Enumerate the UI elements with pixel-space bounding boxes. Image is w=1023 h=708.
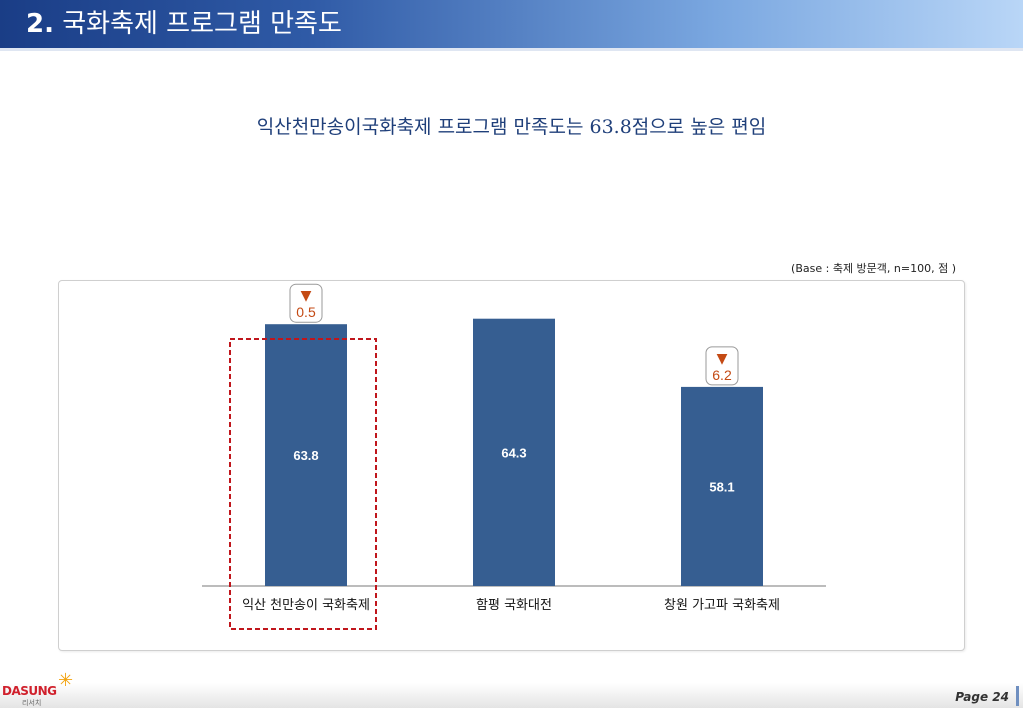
gap-value-label: 0.5 bbox=[296, 304, 316, 320]
bar-value-label: 64.3 bbox=[501, 445, 526, 460]
footer-band bbox=[0, 683, 1023, 708]
header-divider bbox=[0, 48, 1023, 51]
gap-badge bbox=[289, 283, 323, 323]
logo-subtext: 리서치 bbox=[22, 699, 42, 707]
category-label: 함평 국화대전 bbox=[476, 598, 552, 613]
gap-badge bbox=[705, 346, 739, 386]
logo-text: DASUNG bbox=[2, 684, 57, 698]
page-title: 2. 국화축제 프로그램 만족도 bbox=[26, 8, 342, 40]
highlight-frame bbox=[229, 338, 377, 630]
down-triangle-icon: ▼ bbox=[301, 288, 312, 304]
bar bbox=[681, 386, 763, 586]
gap-value-label: 6.2 bbox=[712, 367, 732, 383]
section-number: 2. bbox=[26, 9, 54, 39]
category-label: 창원 가고파 국화축제 bbox=[664, 598, 780, 613]
down-triangle-icon: ▼ bbox=[717, 351, 728, 367]
page-edge-marker bbox=[1016, 686, 1019, 706]
summary-headline: 익산천만송이국화축제 프로그램 만족도는 63.8점으로 높은 편임 bbox=[256, 116, 767, 138]
bar-value-label: 58.1 bbox=[709, 479, 734, 494]
logo-star-icon: ✳ bbox=[58, 670, 74, 691]
header-bar: 2. 국화축제 프로그램 만족도 bbox=[0, 0, 1023, 48]
section-title: 국화축제 프로그램 만족도 bbox=[62, 9, 342, 39]
base-note: (Base : 축제 방문객, n=100, 점 ) bbox=[791, 262, 956, 275]
category-label: 익산 천만송이 국화축제 bbox=[242, 598, 370, 613]
bar bbox=[265, 324, 347, 586]
bar bbox=[473, 318, 555, 586]
page-number: Page 24 bbox=[955, 690, 1009, 704]
bar-value-label: 63.8 bbox=[293, 448, 318, 463]
company-logo: DASUNG 리서치 ✳ bbox=[2, 670, 82, 708]
